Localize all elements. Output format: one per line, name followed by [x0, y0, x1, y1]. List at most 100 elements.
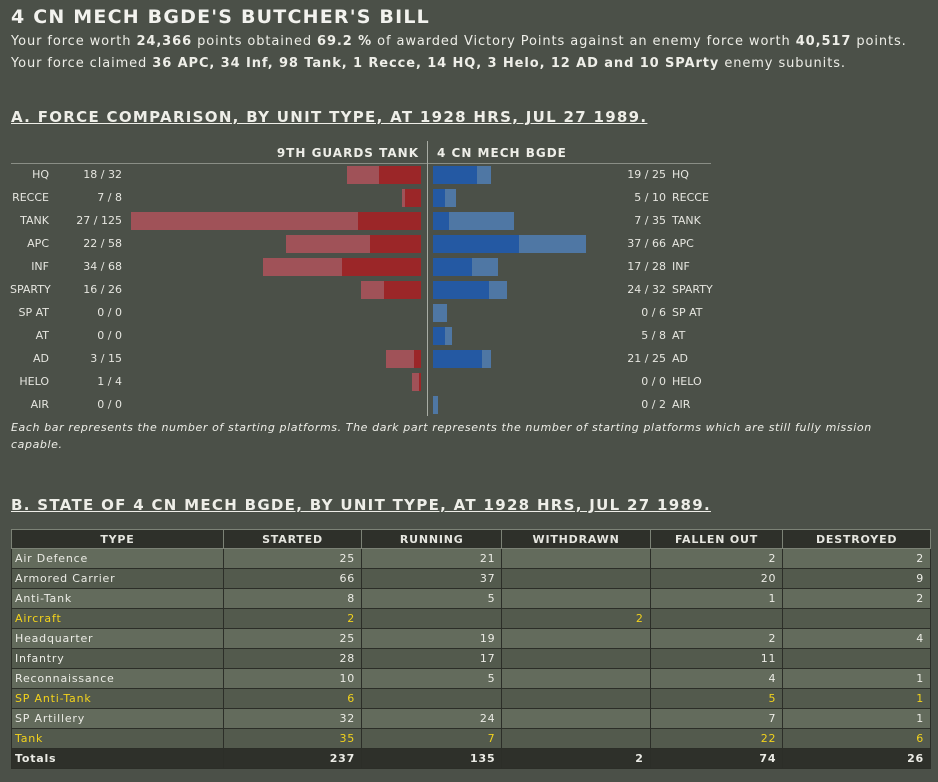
own-type-label: INF [672, 260, 690, 273]
destroyed-cell: 9 [782, 568, 931, 589]
enemy-total-bar [131, 212, 421, 230]
own-type-label: AD [672, 352, 688, 365]
enemy-count-label: 0 / 0 [97, 329, 122, 342]
chart-note: Each bar represents the number of starti… [11, 421, 872, 451]
enemy-total-bar [411, 373, 421, 391]
enemy-type-label: SPARTY [10, 283, 51, 296]
enemy-count-label: 7 / 8 [97, 191, 122, 204]
total-type-cell: Totals [11, 748, 224, 769]
own-type-label: SP AT [672, 306, 703, 319]
started-cell: 28 [222, 648, 363, 669]
started-cell: 25 [222, 548, 363, 569]
own-count-label: 17 / 28 [627, 260, 666, 273]
running-cell: 24 [361, 708, 503, 729]
enemy-running-bar [414, 350, 421, 368]
destroyed-cell: 4 [782, 628, 931, 649]
enemy-type-label: APC [27, 237, 49, 250]
table-row: Armored Carrier 66 37 20 9 [11, 568, 931, 589]
col-fallen-out-header: FALLEN OUT [649, 529, 784, 549]
started-cell: 6 [222, 688, 363, 709]
force-row-sparty: SPARTY 16 / 26 24 / 32 SPARTY [0, 281, 938, 299]
destroyed-cell [782, 648, 931, 669]
summary-text: points. [851, 34, 907, 49]
running-cell: 7 [361, 728, 503, 749]
running-cell: 37 [361, 568, 503, 589]
enemy-count-label: 3 / 15 [90, 352, 122, 365]
table-row: Aircraft 2 2 [11, 608, 931, 629]
table-body: Air Defence 25 21 2 2 Armored Carrier 66 37 20 9 A… [11, 548, 931, 769]
enemy-type-label: RECCE [12, 191, 49, 204]
enemy-type-label: AT [35, 329, 49, 342]
started-cell: 32 [222, 708, 363, 729]
own-running-bar [433, 235, 519, 253]
own-total-bar [433, 396, 438, 414]
own-count-label: 7 / 35 [634, 214, 666, 227]
destroyed-cell: 2 [782, 588, 931, 609]
force-row-at: AT 0 / 0 5 / 8 AT [0, 327, 938, 345]
withdrawn-cell [501, 568, 651, 589]
type-cell: Reconnaissance [11, 668, 224, 689]
table-row: SP Artillery 32 24 7 1 [11, 708, 931, 729]
enemy-count-label: 22 / 58 [83, 237, 122, 250]
own-count-label: 5 / 8 [641, 329, 666, 342]
own-type-label: AIR [672, 398, 691, 411]
totals-row: Totals 237 135 2 74 26 [11, 748, 931, 769]
own-total-bar [433, 212, 515, 230]
summary-text: of awarded Victory Points against an ene… [372, 34, 796, 49]
fallen-out-cell: 7 [649, 708, 784, 729]
center-axis [427, 141, 428, 416]
withdrawn-cell [501, 588, 651, 609]
force-comparison-heading: A. FORCE COMPARISON, BY UNIT TYPE, AT 19… [11, 108, 648, 126]
enemy-running-bar [379, 166, 421, 184]
own-type-label: APC [672, 237, 694, 250]
started-cell: 8 [222, 588, 363, 609]
force-row-helo: HELO 1 / 4 0 / 0 HELO [0, 373, 938, 391]
own-running-bar [433, 189, 445, 207]
state-heading: B. STATE OF 4 CN MECH BGDE, BY UNIT TYPE… [11, 496, 711, 514]
state-table: TYPE STARTED RUNNING WITHDRAWN FALLEN OU… [11, 529, 931, 769]
force-row-inf: INF 34 / 68 17 / 28 INF [0, 258, 938, 276]
total-withdrawn-cell: 2 [501, 748, 651, 769]
enemy-type-label: TANK [20, 214, 49, 227]
started-cell: 2 [222, 608, 363, 629]
type-cell: Aircraft [11, 608, 224, 629]
type-cell: Infantry [11, 648, 224, 669]
table-row: Air Defence 25 21 2 2 [11, 548, 931, 569]
running-cell: 17 [361, 648, 503, 669]
destroyed-cell: 1 [782, 708, 931, 729]
type-cell: SP Anti-Tank [11, 688, 224, 709]
summary-text: Your force claimed [11, 56, 153, 71]
enemy-type-label: INF [31, 260, 49, 273]
running-cell [361, 688, 503, 709]
destroyed-cell: 1 [782, 688, 931, 709]
total-started-cell: 237 [222, 748, 363, 769]
table-row: Headquarter 25 19 2 4 [11, 628, 931, 649]
running-cell: 5 [361, 588, 503, 609]
fallen-out-cell: 2 [649, 628, 784, 649]
total-running-cell: 135 [361, 748, 503, 769]
vp-percent: 69.2 % [317, 34, 373, 49]
own-force-name: 4 CN MECH BGDE [437, 146, 567, 160]
destroyed-cell: 1 [782, 668, 931, 689]
destroyed-cell [782, 608, 931, 629]
own-count-label: 0 / 2 [641, 398, 666, 411]
fallen-out-cell: 1 [649, 588, 784, 609]
own-running-bar [433, 212, 450, 230]
claims-list: 36 APC, 34 Inf, 98 Tank, 1 Recce, 14 HQ,… [152, 56, 720, 71]
col-type-header: TYPE [11, 529, 224, 549]
fallen-out-cell: 5 [649, 688, 784, 709]
col-started-header: STARTED [222, 529, 363, 549]
running-cell [361, 608, 503, 629]
withdrawn-cell [501, 688, 651, 709]
own-running-bar [433, 350, 482, 368]
type-cell: Headquarter [11, 628, 224, 649]
force-row-air: AIR 0 / 0 0 / 2 AIR [0, 396, 938, 414]
enemy-count-label: 0 / 0 [97, 306, 122, 319]
running-cell: 19 [361, 628, 503, 649]
withdrawn-cell: 2 [501, 608, 651, 629]
claims-summary: Your force claimed 36 APC, 34 Inf, 98 Ta… [11, 55, 921, 73]
total-destroyed-cell: 26 [782, 748, 931, 769]
force-row-apc: APC 22 / 58 37 / 66 APC [0, 235, 938, 253]
own-running-bar [433, 281, 489, 299]
own-count-label: 37 / 66 [627, 237, 666, 250]
